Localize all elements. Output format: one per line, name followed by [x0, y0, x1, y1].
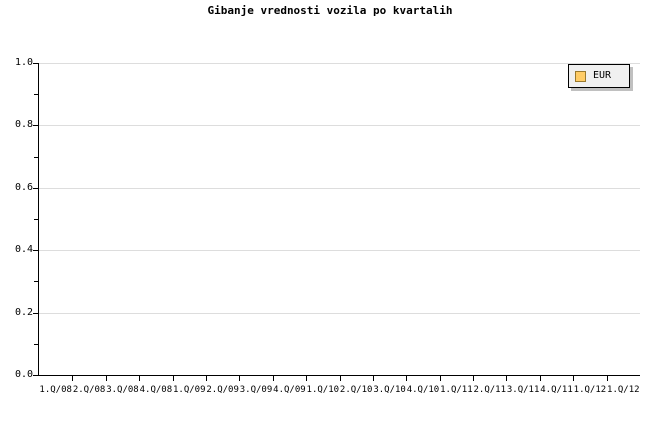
legend-label-eur: EUR	[593, 70, 612, 81]
x-axis-label: 1.Q/08	[39, 385, 72, 395]
y-axis-minor-tick	[34, 94, 39, 96]
x-axis-label: 3.Q/10	[373, 385, 406, 395]
y-axis-tick	[33, 125, 39, 127]
plot-area	[39, 63, 640, 375]
x-axis-tick	[106, 376, 107, 381]
y-axis-label: 1.0	[14, 57, 33, 68]
y-axis-minor-tick	[34, 343, 39, 345]
y-axis-tick	[33, 63, 39, 64]
x-axis-tick	[273, 376, 274, 381]
chart-title: Gibanje vrednosti vozila po kvartalih	[207, 4, 453, 17]
x-axis-label: 4.Q/11	[540, 385, 573, 395]
x-axis-label: 1.Q/12	[573, 385, 607, 395]
x-axis-tick	[373, 376, 374, 381]
x-axis-tick	[306, 376, 307, 381]
x-axis-tick	[440, 376, 441, 381]
x-axis-tick	[406, 376, 407, 381]
y-axis-tick	[33, 187, 39, 189]
gridline	[39, 312, 640, 314]
x-axis-label: 3.Q/09	[239, 385, 273, 395]
y-axis-minor-tick	[34, 281, 39, 283]
x-axis-tick	[173, 376, 174, 381]
y-axis-label: 0.2	[14, 306, 33, 318]
x-axis-tick	[473, 376, 474, 381]
gridline	[39, 250, 640, 252]
x-axis-tick	[239, 376, 240, 381]
gridline	[39, 187, 640, 189]
x-axis-tick	[573, 376, 574, 381]
y-axis-tick	[33, 312, 39, 314]
y-axis-minor-tick	[34, 156, 39, 158]
x-axis-label: 1.Q/12	[607, 385, 640, 395]
x-axis-tick	[506, 376, 507, 381]
x-axis-tick	[139, 376, 140, 381]
gridline	[39, 63, 640, 64]
y-axis-label: 0.6	[14, 181, 33, 193]
y-axis-tick	[33, 375, 39, 376]
x-axis-label: 4.Q/08	[139, 385, 173, 395]
y-axis-label: 0.4	[14, 244, 33, 256]
x-axis-label: 2.Q/08	[72, 385, 106, 395]
x-axis-label: 1.Q/09	[172, 385, 206, 395]
x-axis-tick	[340, 376, 341, 381]
x-axis-label: 2.Q/10	[339, 385, 373, 395]
chart-legend[interactable]: EUR	[568, 64, 630, 88]
x-axis-tick	[206, 376, 207, 381]
gridline	[39, 125, 640, 127]
legend-swatch-eur-icon	[575, 70, 586, 82]
x-axis-tick	[72, 376, 73, 381]
x-axis-label: 4.Q/10	[406, 385, 440, 395]
y-axis-label: 0.0	[14, 369, 33, 380]
y-axis-tick	[33, 250, 39, 252]
x-axis-line	[38, 375, 640, 376]
x-axis-label: 4.Q/09	[273, 385, 306, 395]
x-axis-label: 3.Q/11	[506, 385, 540, 395]
x-axis-label: 1.Q/11	[440, 385, 473, 395]
y-axis-label: 0.8	[14, 119, 33, 131]
x-axis-tick	[607, 376, 608, 381]
x-axis-tick	[540, 376, 541, 381]
y-axis-minor-tick	[34, 219, 39, 220]
x-axis-label: 2.Q/11	[473, 385, 507, 395]
x-axis-label: 1.Q/10	[306, 385, 340, 395]
x-axis-label: 3.Q/08	[106, 385, 139, 395]
x-axis-label: 2.Q/09	[206, 385, 239, 395]
